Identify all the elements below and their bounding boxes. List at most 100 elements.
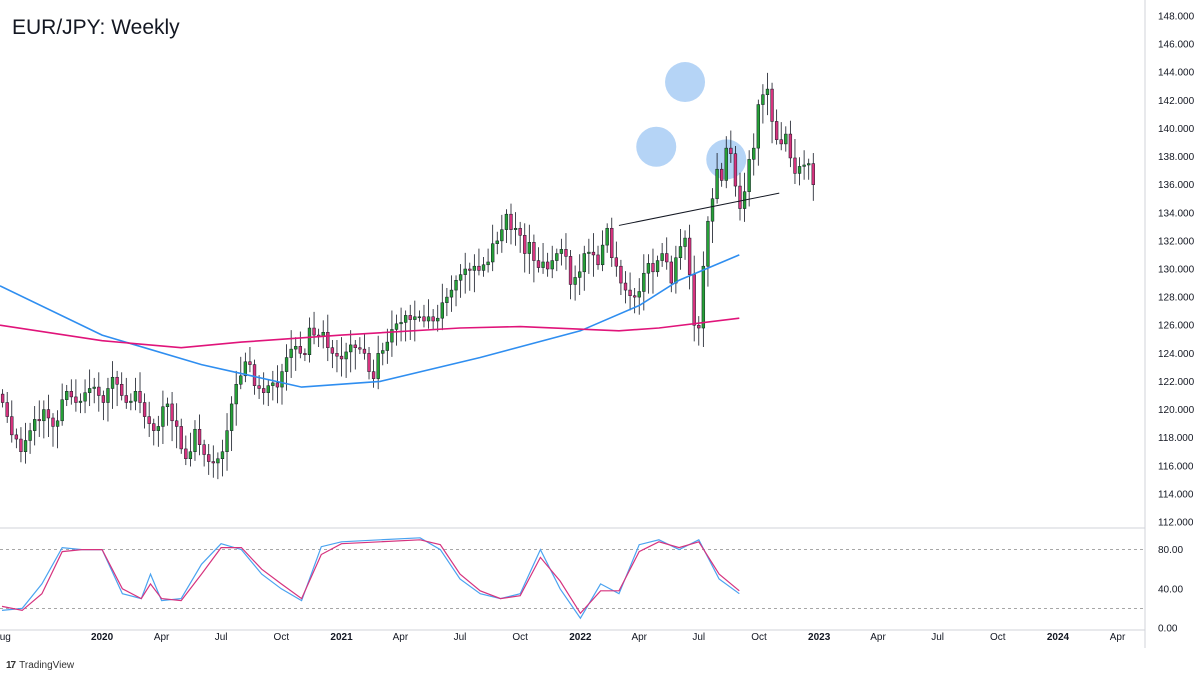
price-tick-label: 132.000	[1158, 236, 1195, 247]
candle	[564, 233, 568, 270]
candle-body	[46, 409, 51, 419]
candle-body	[504, 213, 509, 230]
candle-body	[371, 371, 376, 379]
candle-body	[179, 426, 183, 450]
candle	[536, 247, 541, 273]
candle-body	[797, 166, 802, 174]
candle-body	[573, 277, 577, 285]
candle-body	[472, 265, 477, 271]
candle-body	[665, 253, 669, 263]
candle	[69, 379, 73, 405]
time-tick-label: Apr	[1110, 632, 1126, 643]
candle-body	[207, 454, 211, 462]
candle-body	[174, 420, 179, 427]
candle-body	[5, 402, 9, 417]
candle	[413, 300, 417, 342]
candle-body	[156, 426, 161, 431]
candle-body	[142, 402, 147, 417]
candle-body	[381, 350, 385, 354]
candle-body	[509, 213, 513, 230]
candle	[578, 254, 582, 296]
candle-body	[358, 347, 362, 350]
candle	[500, 214, 504, 253]
candle-body	[660, 253, 664, 261]
time-tick-label: Oct	[512, 632, 528, 643]
candle	[142, 393, 147, 429]
candle-body	[550, 260, 554, 270]
candle-body	[284, 357, 289, 372]
candle-body	[605, 227, 609, 246]
candle-body	[37, 419, 41, 422]
time-tick-label: Aug	[0, 632, 11, 643]
candle	[518, 221, 522, 253]
candle-body	[729, 147, 733, 154]
candle	[138, 372, 142, 414]
candle-body	[211, 461, 215, 464]
candle	[619, 259, 623, 296]
candle-body	[468, 268, 472, 271]
candle	[262, 372, 266, 405]
candle	[101, 390, 106, 421]
candle-body	[527, 242, 531, 254]
candle-body	[170, 403, 174, 422]
candle-body	[610, 227, 614, 259]
price-tick-label: 138.000	[1158, 152, 1195, 163]
candle-body	[367, 353, 371, 372]
candle-body	[165, 403, 170, 407]
candle-body	[591, 251, 596, 256]
candle	[788, 120, 793, 168]
candle	[568, 250, 573, 300]
candle	[472, 254, 477, 293]
candle	[362, 332, 367, 360]
candle-body	[710, 198, 715, 222]
candle-body	[669, 261, 673, 284]
candle-body	[349, 344, 353, 353]
candle	[784, 126, 788, 152]
candle-body	[248, 361, 252, 365]
candle-body	[426, 316, 431, 322]
candle-body	[266, 385, 270, 393]
price-tick-label: 130.000	[1158, 265, 1195, 276]
candle-body	[78, 400, 83, 403]
candle	[5, 391, 9, 423]
candle	[715, 153, 719, 204]
candle-body	[756, 104, 760, 149]
candle	[179, 418, 183, 454]
candle	[207, 443, 211, 475]
candle-body	[0, 393, 5, 403]
stoch-d-line	[1, 539, 740, 615]
candle	[742, 172, 747, 222]
candle-body	[445, 296, 449, 303]
candle	[371, 359, 376, 388]
candle	[243, 352, 248, 383]
price-tick-label: 120.000	[1158, 405, 1195, 416]
candle	[738, 172, 742, 221]
candle	[449, 275, 454, 312]
candle-body	[600, 244, 605, 266]
price-tick-label: 144.000	[1158, 68, 1195, 79]
candle-body	[120, 384, 124, 396]
candle-body	[307, 327, 312, 355]
candle	[710, 188, 715, 243]
candle	[147, 401, 151, 437]
candle	[426, 299, 431, 329]
candle-body	[289, 348, 293, 358]
candle	[55, 410, 60, 449]
candle	[761, 84, 765, 124]
candle-body	[513, 227, 518, 230]
candle	[110, 361, 115, 409]
candle	[60, 383, 64, 426]
candle	[541, 242, 545, 274]
candle-body	[564, 249, 568, 257]
candle	[637, 278, 641, 315]
candle	[74, 379, 78, 412]
candle-body	[14, 434, 19, 440]
candle-body	[578, 271, 582, 278]
candle	[523, 223, 527, 273]
candle-body	[197, 428, 202, 445]
candle-body	[353, 344, 357, 348]
stochastic-pane	[0, 537, 1145, 620]
candle	[129, 393, 133, 411]
price-tick-label: 148.000	[1158, 12, 1195, 23]
